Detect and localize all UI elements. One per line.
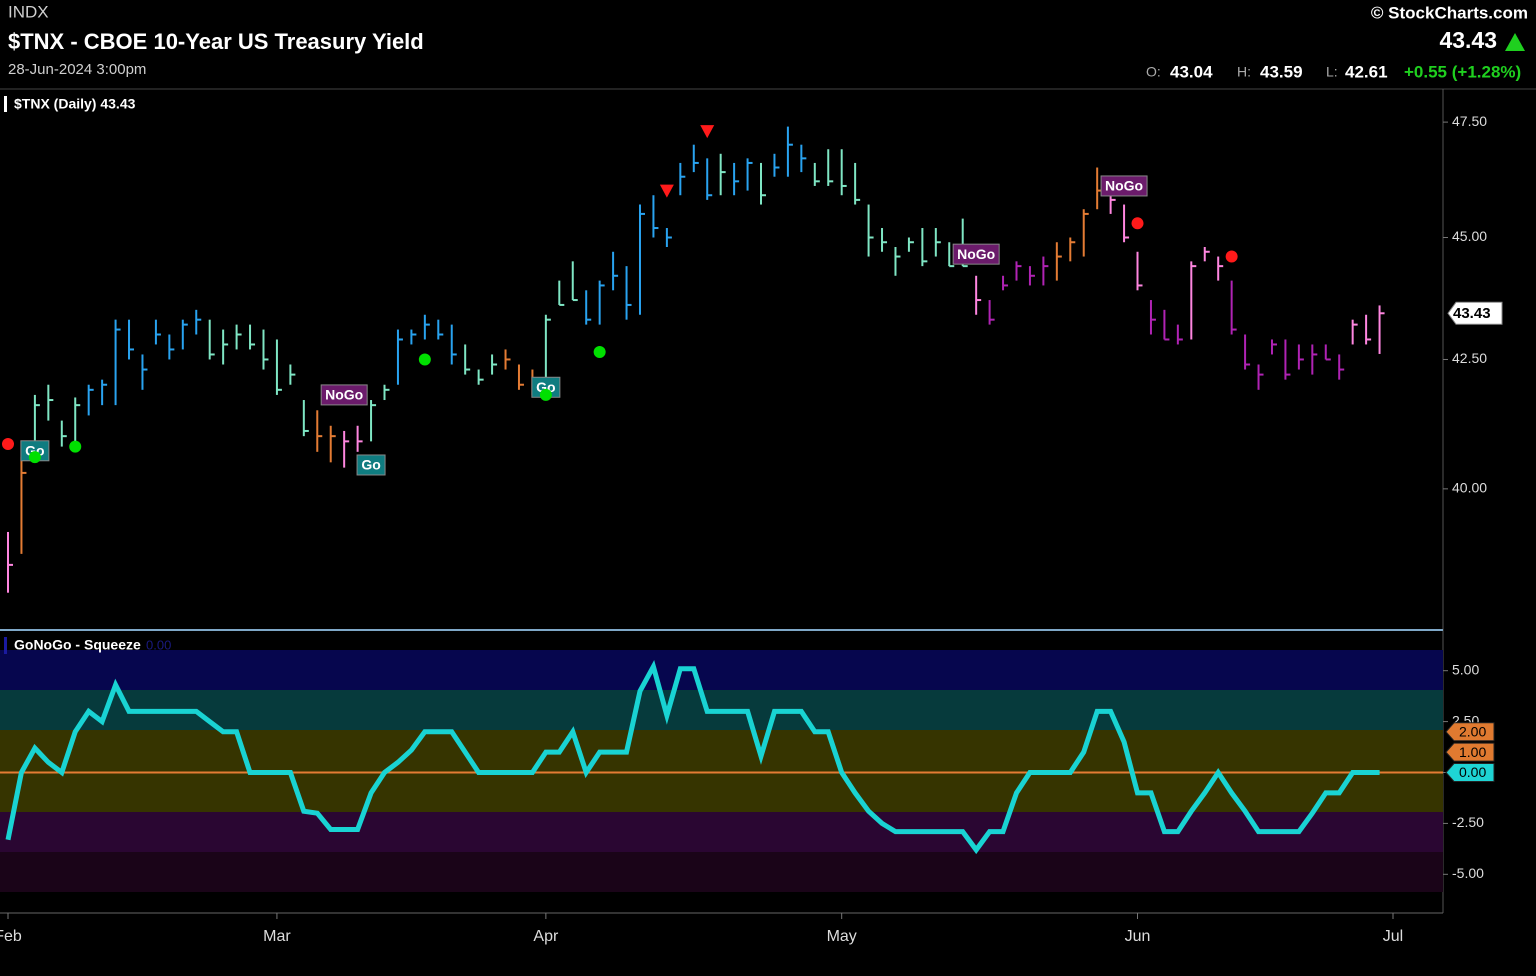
value-badge xyxy=(1445,763,1495,782)
ohlc-value: 42.61 xyxy=(1345,62,1388,81)
signal-dot xyxy=(593,345,606,358)
y-tick-label: -2.50 xyxy=(1452,814,1484,830)
signal-label: NoGo xyxy=(325,387,363,403)
legend-box xyxy=(3,93,148,115)
ohlc-value: 43.04 xyxy=(1170,62,1213,81)
value-badge-label: 2.00 xyxy=(1459,723,1486,739)
x-tick-label: May xyxy=(827,928,857,945)
oscillator xyxy=(0,659,1443,855)
signal-label: NoGo xyxy=(1105,178,1143,194)
x-tick-label: Jul xyxy=(1383,928,1403,945)
oscillator-legend-value: 0.00 xyxy=(146,637,171,652)
exchange: INDX xyxy=(8,2,49,21)
signal-label: Go xyxy=(361,457,380,473)
band xyxy=(0,650,1443,690)
value-badge-label: 0.00 xyxy=(1459,764,1486,780)
x-tick-label: Apr xyxy=(533,928,559,945)
last-price-label: 43.43 xyxy=(1453,305,1491,322)
ohlc-label: H: xyxy=(1237,64,1251,80)
signal-dot xyxy=(2,437,14,450)
up-arrow xyxy=(1505,33,1525,51)
band xyxy=(0,730,1443,812)
last-price: 43.43 xyxy=(1439,27,1497,53)
change: +0.55 (+1.28%) xyxy=(1404,62,1521,81)
value-badge xyxy=(1445,722,1495,742)
y-tick-label: -5.00 xyxy=(1452,865,1484,881)
legend-swatch xyxy=(4,637,7,654)
signal-dot xyxy=(1225,250,1238,263)
y-tick-label: 42.50 xyxy=(1452,350,1487,366)
y-tick-label: 5.00 xyxy=(1452,661,1479,677)
signal-dot xyxy=(418,353,431,366)
x-tick-label: Feb xyxy=(0,928,22,945)
signal-dot xyxy=(28,451,41,464)
value-badge-label: 1.00 xyxy=(1459,744,1486,760)
signal-dot xyxy=(539,388,552,401)
x-tick-label: Mar xyxy=(263,928,291,945)
band xyxy=(0,852,1443,892)
signal-dot xyxy=(1131,217,1144,230)
legend: $TNX (Daily) 43.43 xyxy=(14,96,136,112)
y-tick-label: 45.00 xyxy=(1452,228,1487,244)
ohlc-label: O: xyxy=(1146,64,1161,80)
ohlc-value: 43.59 xyxy=(1260,62,1303,81)
signal-label-box xyxy=(320,384,368,406)
oscillator-legend: GoNoGo - Squeeze xyxy=(14,637,141,653)
title: $TNX - CBOE 10-Year US Treasury Yield xyxy=(8,29,424,54)
value-badge xyxy=(1445,742,1495,762)
band xyxy=(0,812,1443,852)
copyright: © StockCharts.com xyxy=(1371,3,1528,22)
signal-label-box xyxy=(356,454,386,476)
oscillator-line xyxy=(5,659,1380,855)
signal-triangle xyxy=(700,125,715,139)
ohlc-label: L: xyxy=(1326,64,1338,80)
y-tick-label: 40.00 xyxy=(1452,480,1487,496)
y-tick-label: 47.50 xyxy=(1452,113,1487,129)
x-tick-label: Jun xyxy=(1125,928,1151,945)
signal-dot xyxy=(69,440,82,453)
signal-triangle xyxy=(659,184,674,198)
signal-label-box xyxy=(952,243,1000,265)
timestamp: 28-Jun-2024 3:00pm xyxy=(8,61,146,78)
legend-swatch xyxy=(4,96,7,112)
signal-label: NoGo xyxy=(957,246,995,262)
last-price-badge xyxy=(1447,301,1503,325)
signal-label-box xyxy=(1100,175,1148,197)
signal-label: Go xyxy=(536,379,555,395)
